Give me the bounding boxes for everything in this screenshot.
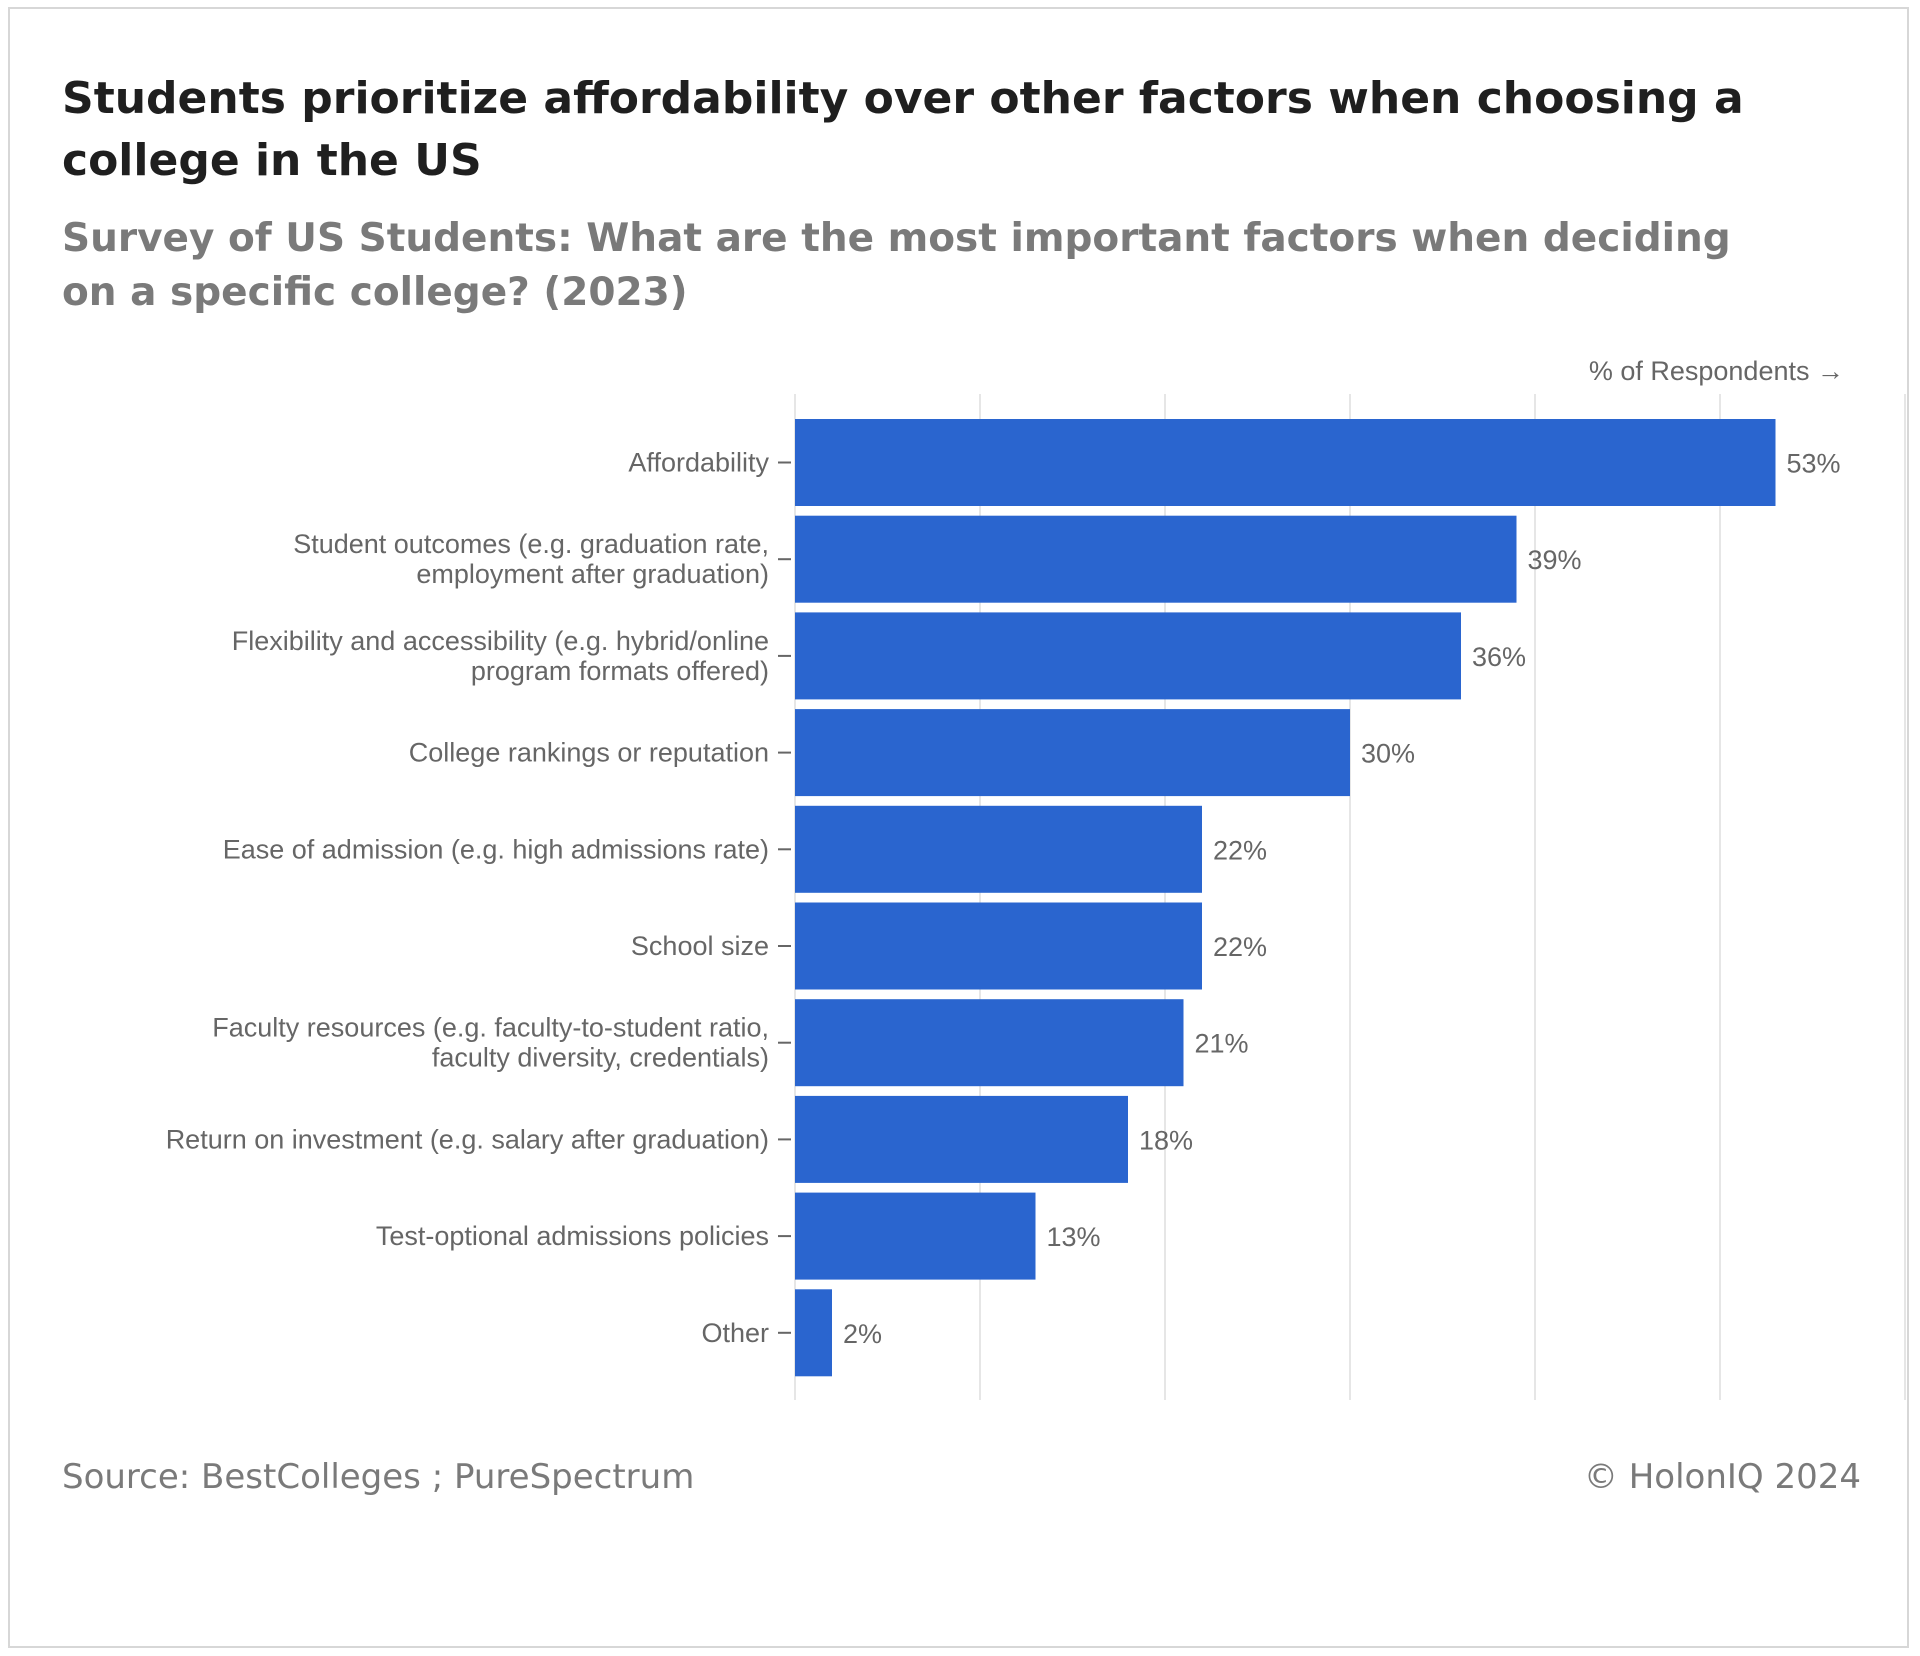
category-label: Flexibility and accessibility (e.g. hybr… [232, 626, 769, 686]
bar [795, 805, 1202, 893]
bar [795, 999, 1184, 1087]
value-label: 30% [1361, 739, 1415, 769]
value-label: 13% [1047, 1222, 1101, 1252]
category-label: School size [631, 931, 769, 961]
value-label: 36% [1472, 642, 1526, 672]
bar [795, 709, 1350, 797]
category-label: Other [701, 1318, 769, 1348]
category-labels: Affordability Student outcomes (e.g. grad… [166, 448, 791, 1348]
bar [795, 1192, 1036, 1280]
value-labels: 53% 39% 36% 30% 22% 22% 21% 18% 13% 2% [843, 449, 1841, 1349]
source-note: Source: BestColleges ; PureSpectrum [62, 1457, 695, 1497]
bar [795, 1289, 832, 1377]
category-label: Affordability [628, 448, 769, 478]
value-label: 2% [843, 1319, 882, 1349]
category-label: Ease of admission (e.g. high admissions … [223, 834, 769, 864]
bar [795, 419, 1776, 506]
value-label: 22% [1213, 835, 1267, 865]
copyright-note: © HolonIQ 2024 [1583, 1457, 1861, 1497]
bars [795, 419, 1776, 1377]
value-label: 53% [1787, 449, 1841, 479]
chart-title: Students prioritize affordability over o… [62, 73, 1744, 186]
bar [795, 515, 1517, 603]
bar [795, 1095, 1128, 1183]
value-label: 18% [1139, 1125, 1193, 1155]
value-label: 22% [1213, 932, 1267, 962]
bar [795, 612, 1461, 700]
category-label: Student outcomes (e.g. graduation rate, e… [293, 529, 769, 589]
axis-label: % of Respondents → [1589, 356, 1844, 386]
value-label: 21% [1195, 1029, 1249, 1059]
category-label: College rankings or reputation [409, 738, 769, 768]
category-label: Test-optional admissions policies [376, 1221, 769, 1251]
category-label: Return on investment (e.g. salary after … [166, 1124, 769, 1154]
category-label: Faculty resources (e.g. faculty-to-stude… [212, 1013, 769, 1073]
bar [795, 902, 1202, 990]
value-label: 39% [1528, 545, 1582, 575]
chart-subtitle: Survey of US Students: What are the most… [62, 216, 1731, 315]
